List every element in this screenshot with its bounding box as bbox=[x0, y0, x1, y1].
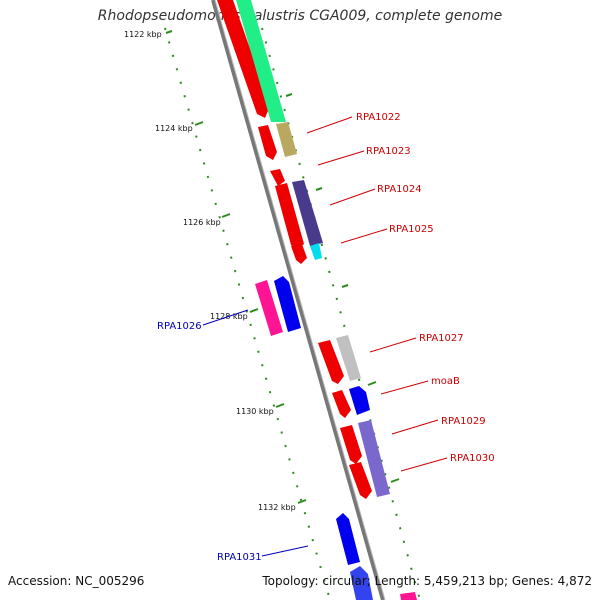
gene-block[interactable] bbox=[336, 335, 361, 381]
gene-arrow[interactable] bbox=[217, 0, 270, 118]
gene-arrow[interactable] bbox=[332, 390, 351, 418]
gene-arrow[interactable] bbox=[275, 183, 304, 249]
gene-label-rpa1030[interactable]: RPA1030 bbox=[450, 453, 495, 464]
gene-arrow[interactable] bbox=[318, 340, 344, 384]
tick-rail-left bbox=[164, 27, 331, 600]
gene-arrow[interactable] bbox=[274, 276, 301, 332]
gene-arrow[interactable] bbox=[270, 169, 285, 186]
gene-block[interactable] bbox=[358, 420, 390, 497]
gene-arrow[interactable] bbox=[258, 125, 277, 160]
gene-arrow[interactable] bbox=[340, 425, 362, 464]
gene-block[interactable] bbox=[292, 180, 323, 246]
genome-backbone bbox=[211, 0, 385, 600]
label-leaders bbox=[202, 116, 448, 557]
gene-label-rpa1029[interactable]: RPA1029 bbox=[441, 416, 486, 427]
genome-backbone-highlight bbox=[214, 0, 386, 600]
gene-label-rpa1023[interactable]: RPA1023 bbox=[366, 146, 411, 157]
gene-label-rpa1024[interactable]: RPA1024 bbox=[377, 184, 422, 195]
gene-block[interactable] bbox=[310, 243, 322, 260]
gene-label-moab[interactable]: moaB bbox=[431, 376, 460, 387]
topology-text: Topology: circular; Length: 5,459,213 bp… bbox=[262, 574, 592, 588]
gene-label-rpa1031[interactable]: RPA1031 bbox=[217, 552, 262, 563]
tick-label-1122: 1122 kbp bbox=[124, 30, 162, 39]
gene-label-rpa1025[interactable]: RPA1025 bbox=[389, 224, 434, 235]
tick-label-1124: 1124 kbp bbox=[155, 124, 193, 133]
gene-arrow[interactable] bbox=[349, 386, 370, 415]
gene-features bbox=[217, 0, 417, 600]
gene-label-rpa1022[interactable]: RPA1022 bbox=[356, 112, 401, 123]
gene-label-rpa1027[interactable]: RPA1027 bbox=[419, 333, 464, 344]
tick-label-1126: 1126 kbp bbox=[183, 218, 221, 227]
tick-label-1130: 1130 kbp bbox=[236, 407, 274, 416]
gene-block[interactable] bbox=[400, 592, 417, 600]
gene-block[interactable] bbox=[255, 280, 283, 336]
accession-text: Accession: NC_005296 bbox=[8, 574, 145, 588]
gene-arrow[interactable] bbox=[291, 244, 307, 264]
gene-arrow[interactable] bbox=[349, 462, 372, 499]
tick-label-1132: 1132 kbp bbox=[258, 503, 296, 512]
gene-arrow[interactable] bbox=[336, 513, 360, 565]
gene-label-rpa1026[interactable]: RPA1026 bbox=[157, 321, 202, 332]
gene-block[interactable] bbox=[276, 122, 297, 157]
gene-arrow[interactable] bbox=[350, 566, 373, 600]
map-title: Rhodopseudomonas palustris CGA009, compl… bbox=[97, 8, 503, 24]
tick-marks bbox=[165, 30, 400, 504]
gene-block[interactable] bbox=[236, 0, 286, 122]
